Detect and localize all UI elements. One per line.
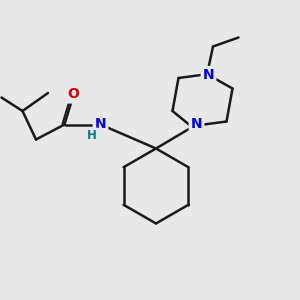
Text: N: N <box>95 118 106 131</box>
Text: N: N <box>203 68 214 82</box>
Text: H: H <box>87 129 97 142</box>
Text: N: N <box>191 118 202 131</box>
Text: O: O <box>68 88 80 101</box>
